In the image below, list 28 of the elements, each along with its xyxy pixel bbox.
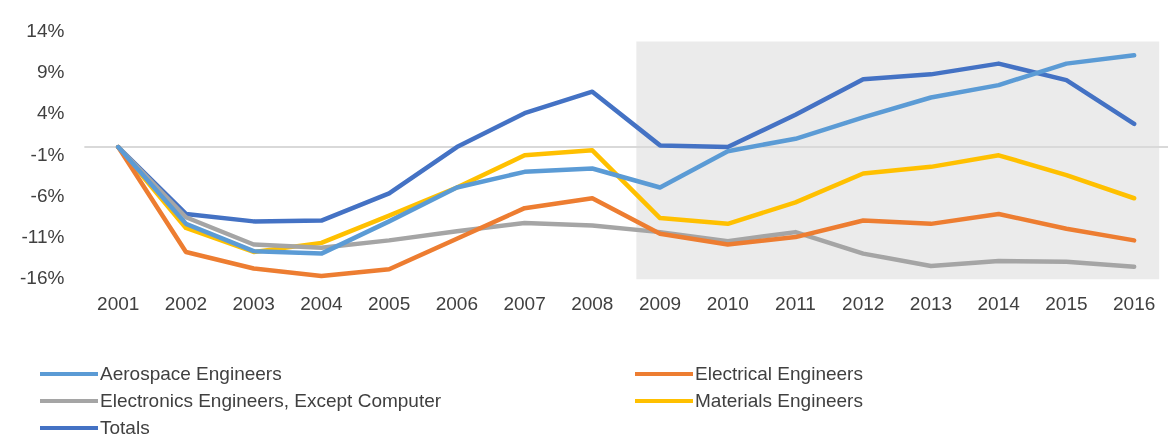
x-tick-label: 2010 (706, 292, 749, 314)
x-tick-label: 2005 (367, 292, 411, 314)
x-tick-label: 2007 (503, 292, 546, 314)
x-tick-label: 2004 (300, 292, 343, 314)
x-tick-label: 2006 (435, 292, 478, 314)
x-tick-label: 2015 (1045, 292, 1088, 314)
x-tick-label: 2003 (232, 292, 275, 314)
x-tick-label: 2016 (1113, 292, 1156, 314)
y-tick-label: 14% (26, 19, 65, 41)
legend-label: Aerospace Engineers (100, 363, 282, 385)
y-tick-label: -11% (21, 226, 65, 248)
y-tick-label: 4% (36, 102, 65, 124)
legend-label: Totals (100, 417, 150, 439)
legend-label: Electronics Engineers, Except Computer (100, 390, 442, 412)
legend-label: Electrical Engineers (695, 363, 863, 385)
legend-label: Materials Engineers (695, 390, 863, 412)
x-tick-label: 2008 (571, 292, 614, 314)
x-tick-label: 2012 (842, 292, 885, 314)
y-tick-label: -1% (30, 143, 65, 165)
x-tick-label: 2011 (775, 292, 816, 314)
x-tick-label: 2009 (638, 292, 682, 314)
x-tick-label: 2013 (909, 292, 953, 314)
y-tick-label: 9% (36, 60, 65, 82)
y-tick-label: -6% (30, 184, 65, 206)
x-tick-label: 2002 (164, 292, 208, 314)
y-tick-label: -16% (20, 267, 65, 289)
x-tick-label: 2001 (97, 292, 140, 314)
x-tick-label: 2014 (977, 292, 1021, 314)
